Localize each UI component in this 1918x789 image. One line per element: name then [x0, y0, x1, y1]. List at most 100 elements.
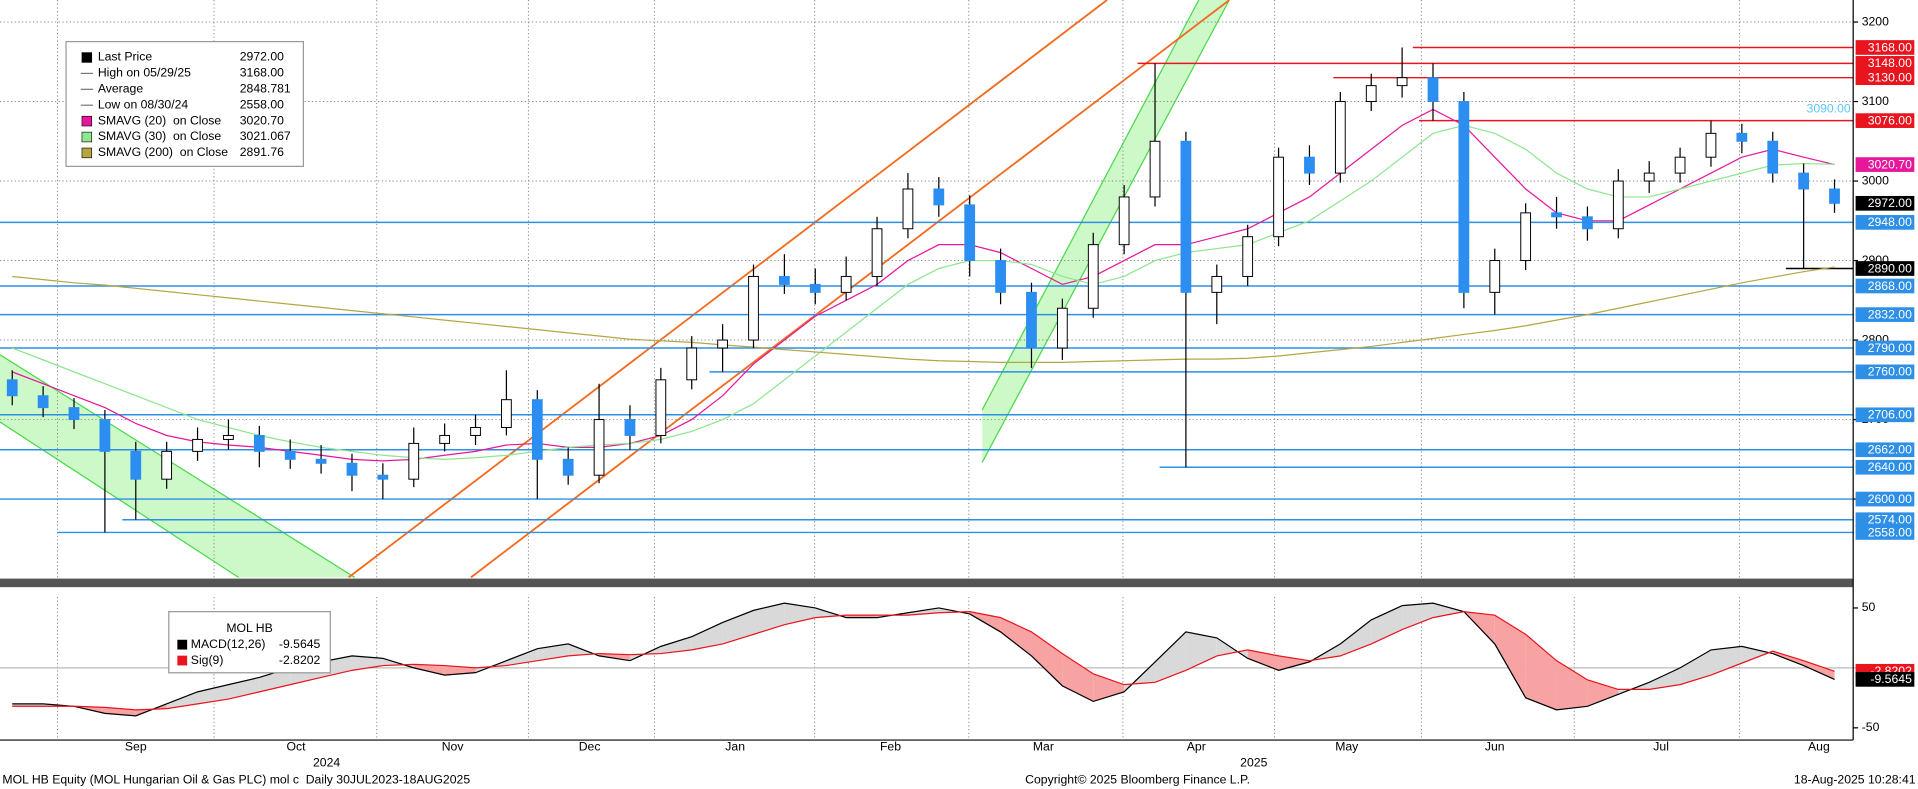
candle-body	[995, 260, 1006, 293]
legend-label: SMAVG (200) on Close	[98, 145, 228, 159]
legend-value: 3021.067	[240, 129, 291, 143]
plot-layer: 26002700280029003000310032003090.003168.…	[0, 0, 1915, 770]
candle-body	[1427, 77, 1439, 103]
candle-body	[1396, 77, 1408, 87]
level-label-box	[1855, 70, 1915, 86]
candle-body	[6, 379, 18, 397]
candle-body	[315, 458, 327, 464]
candle-body	[624, 419, 636, 436]
level-label: 2574.00	[1868, 513, 1912, 527]
series-last-label-box	[1855, 672, 1915, 687]
macd-fill	[907, 607, 939, 616]
candle-body	[1674, 156, 1686, 174]
level-label-box	[1855, 442, 1915, 458]
macd-fill	[1155, 631, 1186, 683]
macd-fill	[691, 622, 723, 650]
level-label-box	[1855, 525, 1915, 540]
trend-line	[981, 0, 1230, 463]
level-label: 2760.00	[1868, 365, 1912, 379]
macd-fill	[197, 684, 229, 704]
y-tick-label: 3000	[1862, 173, 1889, 187]
level-label-box	[1855, 364, 1915, 380]
macd-fill	[1031, 631, 1063, 686]
level-label-box	[1855, 307, 1915, 322]
candle-body	[871, 228, 883, 277]
candle-body	[501, 399, 512, 428]
level-label-box	[1855, 491, 1915, 507]
candle-body	[1829, 188, 1840, 204]
candle-body	[1520, 212, 1532, 262]
level-label: 2890.00	[1868, 261, 1912, 275]
candle-body	[192, 438, 203, 452]
level-label: 3130.00	[1868, 71, 1912, 85]
legend-value: -2.8202	[279, 653, 321, 667]
candle-body	[68, 407, 80, 421]
candle-body	[130, 450, 142, 480]
legend-box	[168, 611, 331, 674]
legend-swatch	[177, 655, 188, 666]
legend-swatch	[81, 115, 93, 127]
candle-body	[531, 399, 543, 460]
candle-body	[686, 347, 698, 381]
x-tick-label: May	[1335, 740, 1359, 754]
level-label: 3076.00	[1868, 113, 1912, 127]
legend-label: SMAVG (20) on Close	[98, 113, 222, 127]
x-tick-label: Jul	[1653, 740, 1669, 754]
candle-body	[1180, 140, 1192, 293]
x-tick-label: Jan	[725, 740, 745, 754]
candle-body	[1458, 101, 1470, 293]
series-last-label: -9.5645	[1870, 672, 1912, 686]
candle-body	[346, 462, 358, 476]
candle-body	[1211, 275, 1223, 293]
x-tick-label: Sep	[125, 740, 147, 754]
macd-fill	[1432, 603, 1464, 618]
macd-fill	[1278, 655, 1310, 671]
level-label: 2640.00	[1868, 460, 1912, 474]
candle-body	[1087, 244, 1099, 309]
candle-body	[1705, 132, 1717, 158]
macd-fill	[1649, 667, 1681, 690]
year-label: 2025	[1240, 756, 1267, 770]
macd-fill	[1093, 673, 1125, 702]
candle-body	[99, 419, 111, 452]
y-tick-label: 3200	[1862, 14, 1889, 28]
legend-swatch	[177, 639, 188, 650]
level-label-box	[1855, 261, 1915, 276]
candle-body	[1643, 172, 1655, 182]
candle-body	[655, 379, 667, 436]
macd-fill	[1494, 615, 1526, 698]
macd-fill	[1000, 617, 1032, 656]
moving-average-line	[12, 108, 1835, 462]
macd-fill	[1185, 631, 1217, 671]
level-label: 2790.00	[1868, 341, 1912, 355]
x-tick-label: Oct	[287, 740, 307, 754]
macd-fill	[351, 655, 383, 671]
y-tick-label: -50	[1862, 720, 1880, 734]
last-price-label: 2972.00	[1868, 196, 1912, 210]
level-label: 2868.00	[1868, 279, 1912, 293]
candle-body	[1273, 156, 1284, 238]
macd-fill	[1803, 660, 1835, 680]
candle-body	[37, 395, 49, 409]
x-tick-label: Aug	[1808, 740, 1830, 754]
candle-body	[408, 442, 420, 480]
footer-right: 18-Aug-2025 10:28:41	[1794, 773, 1916, 787]
legend-value: 2558.00	[240, 97, 284, 111]
level-label-box	[1855, 113, 1915, 128]
level-label: 2948.00	[1868, 215, 1912, 229]
moving-average-line	[12, 124, 1835, 460]
candle-body	[964, 204, 976, 262]
candle-body	[717, 339, 728, 349]
candle-body	[253, 434, 265, 452]
legend-value: 2891.76	[240, 145, 284, 159]
candle-body	[1767, 140, 1779, 174]
legend-swatch	[81, 147, 93, 159]
level-label: 2558.00	[1868, 525, 1912, 539]
legend-swatch	[81, 52, 93, 63]
year-label: 2024	[313, 756, 340, 770]
macd-fill	[1710, 646, 1742, 676]
candle-body	[161, 450, 173, 480]
moving-average-line	[12, 266, 1835, 363]
